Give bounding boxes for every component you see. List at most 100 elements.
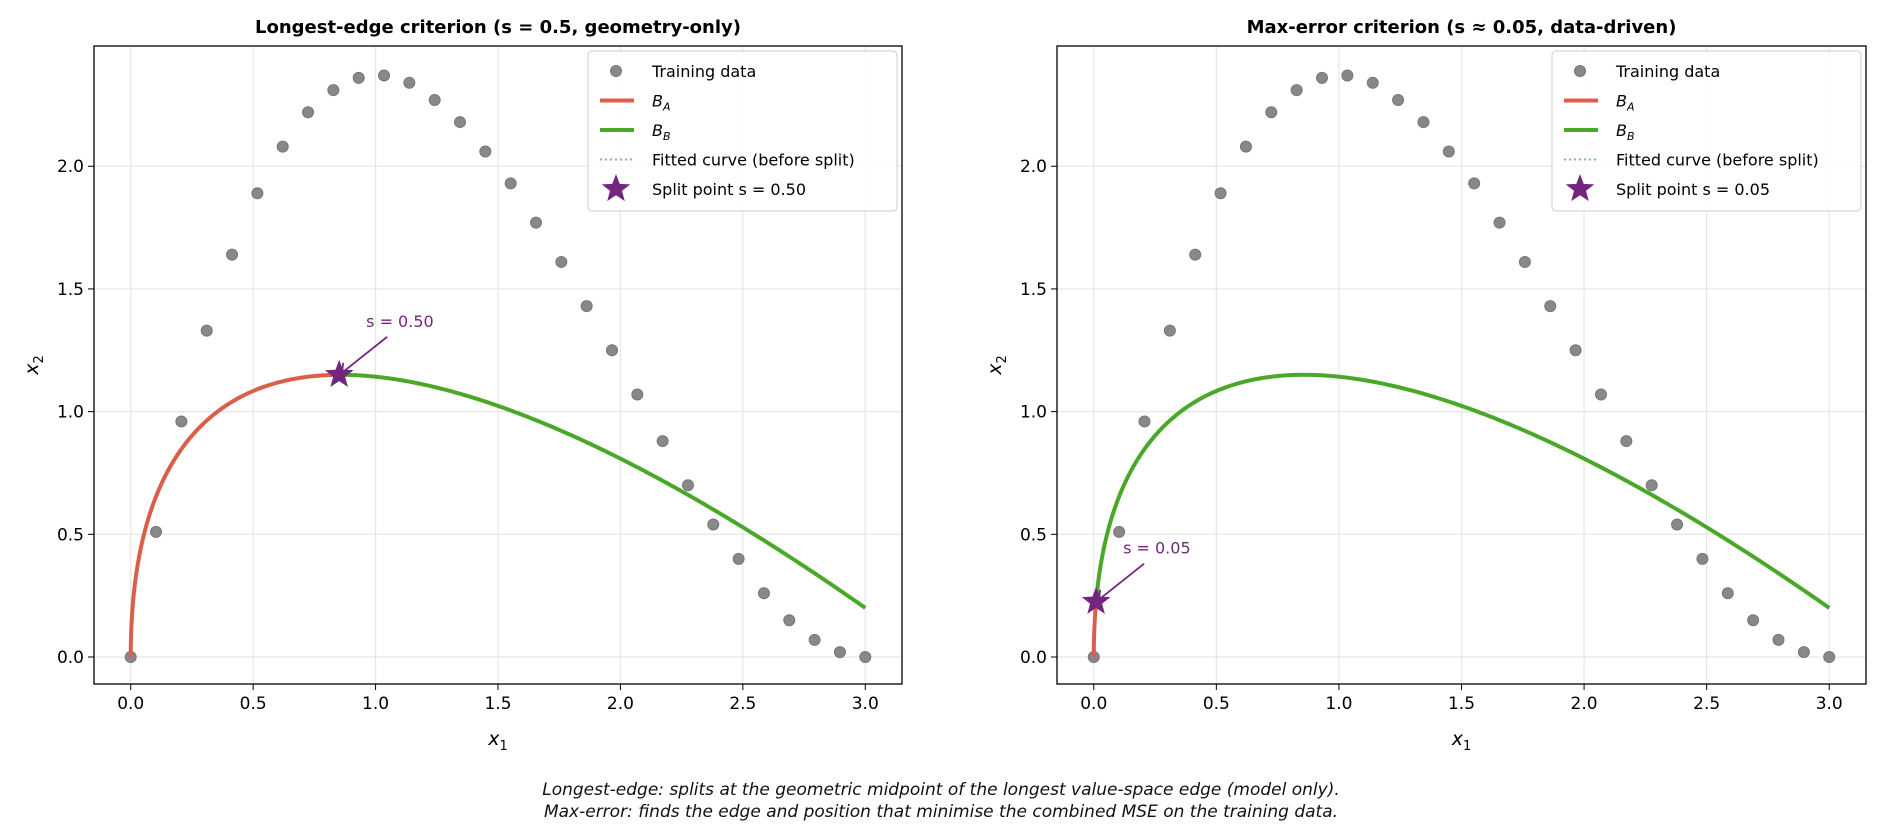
x-tick-label: 2.5	[1693, 694, 1720, 714]
split-annotation: s = 0.05	[1123, 539, 1191, 558]
x-tick-label: 1.5	[1448, 694, 1475, 714]
segment-bb-line	[339, 372, 867, 610]
x-tick-label: 0.5	[240, 694, 267, 714]
training-point	[1493, 216, 1506, 229]
training-point	[605, 344, 618, 357]
legend-marker-training	[610, 65, 622, 77]
y-tick-label: 1.0	[1020, 403, 1047, 423]
legend-box	[1551, 50, 1862, 212]
segment-ba-line	[128, 372, 340, 658]
training-point	[808, 633, 821, 646]
training-point	[1290, 84, 1303, 97]
y-axis-label: x2	[984, 355, 1010, 376]
training-point	[1468, 177, 1481, 190]
training-point	[783, 614, 796, 627]
training-point	[150, 525, 163, 538]
training-point	[378, 69, 391, 82]
y-axis-label-sub: 2	[995, 355, 1010, 363]
training-point	[1518, 255, 1531, 268]
legend-label-training: Training data	[1615, 62, 1720, 81]
segment-bb-line	[1094, 372, 1831, 610]
training-point	[302, 106, 315, 119]
training-point	[251, 187, 264, 200]
training-point	[1113, 525, 1126, 538]
training-point	[454, 116, 467, 129]
training-point	[1417, 116, 1430, 129]
annotation-arrowhead	[1098, 589, 1110, 600]
training-point	[1189, 248, 1202, 261]
training-point	[1366, 76, 1379, 89]
legend-label-training: Training data	[651, 62, 756, 81]
legend-marker-star	[1565, 174, 1595, 202]
y-tick-label: 1.5	[1020, 280, 1047, 300]
legend-box	[587, 50, 898, 212]
training-point	[631, 388, 644, 401]
training-point	[1797, 646, 1810, 659]
subplot-title: Max-error criterion (s ≈ 0.05, data-driv…	[1247, 17, 1677, 38]
y-tick-label: 0.0	[57, 648, 84, 668]
training-point	[1265, 106, 1278, 119]
training-point	[681, 479, 694, 492]
legend-label-split: Split point s = 0.50	[652, 180, 806, 199]
legend-label-fitted: Fitted curve (before split)	[1616, 151, 1819, 170]
training-point	[732, 552, 745, 565]
y-axis-label: x2	[21, 355, 47, 376]
y-tick-label: 1.0	[57, 403, 84, 423]
training-point	[707, 518, 720, 531]
training-point	[403, 76, 416, 89]
split-point-star	[324, 359, 354, 387]
legend-label-sub: B	[1627, 130, 1635, 143]
training-point	[1594, 388, 1607, 401]
axes-frame	[93, 45, 903, 685]
legend-marker-training	[1574, 65, 1586, 77]
y-tick-label: 2.0	[1020, 157, 1047, 177]
y-tick-label: 1.5	[57, 280, 84, 300]
y-tick-label: 0.5	[57, 525, 84, 545]
training-point	[1392, 93, 1405, 106]
subplot-1: 0.0 0.5 1.0 1.5 2.0 2.5 3.0 0.0 0.5 1.0 1.5 2.0 s = …	[21, 17, 903, 754]
training-point	[428, 93, 441, 106]
training-point	[757, 587, 770, 600]
annotation-arrow	[342, 336, 388, 373]
training-point	[1747, 614, 1760, 627]
training-point	[580, 300, 593, 313]
training-point	[656, 435, 669, 448]
training-point	[1721, 587, 1734, 600]
y-tick-label: 0.5	[1020, 525, 1047, 545]
subplot-2: 0.0 0.5 1.0 1.5 2.0 2.5 3.0 0.0 0.5 1.0 1.5 2.0 s = …	[984, 17, 1867, 754]
training-point	[276, 140, 289, 153]
y-tick-label: 0.0	[1020, 648, 1047, 668]
x-tick-label: 2.5	[729, 694, 756, 714]
legend-label-sub: A	[1626, 101, 1635, 114]
training-point	[859, 651, 872, 664]
x-tick-label: 1.0	[1325, 694, 1352, 714]
training-point	[1214, 187, 1227, 200]
training-point	[1569, 344, 1582, 357]
legend-label-sub: B	[663, 130, 671, 143]
segment-ba-line	[1091, 601, 1099, 658]
training-point	[200, 324, 213, 337]
training-point	[226, 248, 239, 261]
training-point	[1544, 300, 1557, 313]
training-point	[327, 84, 340, 97]
legend-label-sub: A	[662, 101, 671, 114]
annotation-arrowhead	[341, 362, 353, 373]
caption-line-2: Max-error: finds the edge and position t…	[543, 802, 1339, 822]
caption-line-1: Longest-edge: splits at the geometric mi…	[542, 780, 1340, 800]
x-tick-label: 2.0	[607, 694, 634, 714]
training-point	[352, 71, 365, 84]
legend-marker-star	[601, 174, 631, 202]
training-point	[1138, 415, 1151, 428]
training-point	[504, 177, 517, 190]
training-point	[1163, 324, 1176, 337]
training-point	[1671, 518, 1684, 531]
annotation-arrow	[1099, 563, 1145, 600]
training-point	[175, 415, 188, 428]
training-point	[529, 216, 542, 229]
x-tick-label: 0.5	[1203, 694, 1230, 714]
x-tick-label: 0.0	[1080, 694, 1107, 714]
training-point	[1316, 71, 1329, 84]
